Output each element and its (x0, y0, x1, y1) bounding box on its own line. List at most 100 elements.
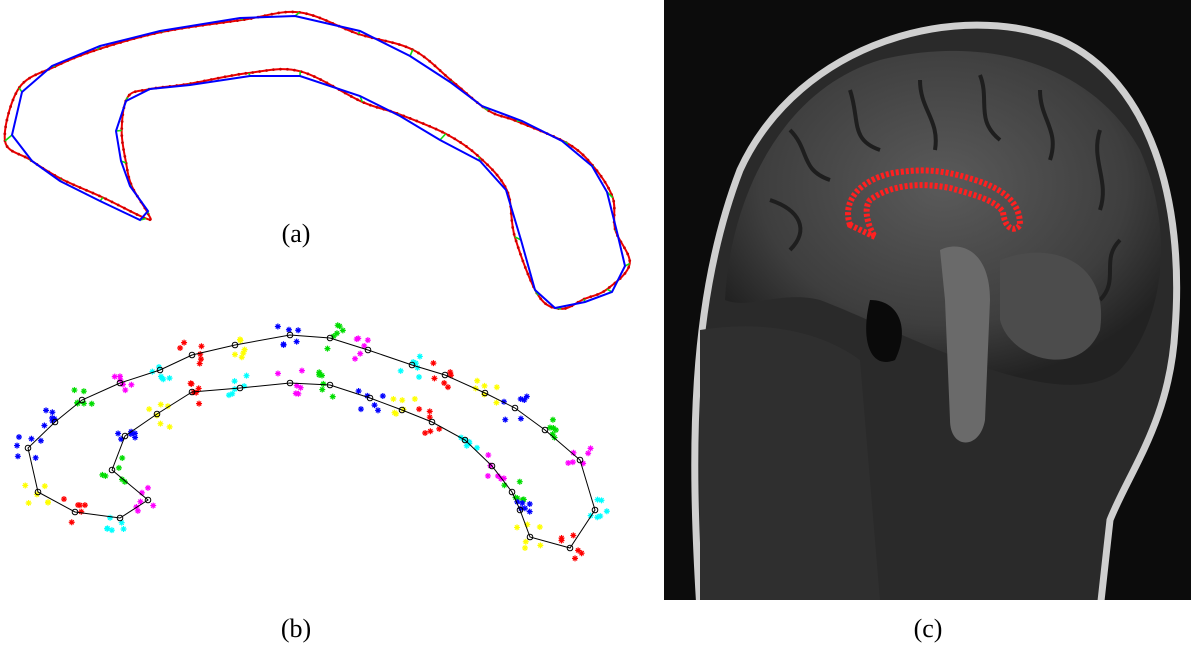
green-link (5, 135, 12, 141)
contour-dot (607, 187, 610, 190)
landmark-star (115, 431, 121, 437)
contour-dot (517, 246, 520, 249)
contour-dot (72, 183, 75, 186)
contour-dot (513, 233, 516, 236)
contour-dot (453, 137, 456, 140)
landmark-star (107, 515, 113, 521)
contour-dot (319, 78, 322, 81)
landmark-star (196, 401, 202, 407)
landmark-star (275, 371, 281, 377)
landmark-star (523, 539, 529, 545)
contour-dot (28, 77, 31, 80)
contour-dot (476, 154, 479, 157)
landmark-star (559, 535, 565, 541)
contour-dot (272, 68, 275, 71)
contour-dot (126, 169, 129, 172)
landmark-star (565, 460, 571, 466)
landmark-star (597, 513, 603, 519)
landmark-star (197, 361, 203, 367)
contour-dot (447, 134, 450, 137)
contour-dot (286, 68, 289, 71)
contour-dot (306, 72, 309, 75)
contour-dot (279, 68, 282, 71)
landmark-star (14, 443, 20, 449)
contour-dot (98, 194, 101, 197)
contour-dot (539, 297, 542, 300)
landmark-star (121, 526, 127, 532)
contour-dot (602, 290, 605, 293)
landmark-star (232, 378, 238, 384)
landmark-star (380, 393, 386, 399)
landmark-star (502, 417, 508, 423)
landmark-star (293, 390, 299, 396)
panel-label: (a) (282, 219, 311, 248)
landmark-star (518, 396, 524, 402)
contour-dot (120, 134, 123, 137)
contour-dot (405, 45, 408, 48)
contour-dot (14, 92, 17, 95)
contour-dot (121, 141, 124, 144)
contour-dot (121, 120, 124, 123)
landmark-star (416, 374, 422, 380)
contour-dot (312, 14, 315, 17)
contour-dot (117, 204, 120, 207)
contour-dot (571, 145, 574, 148)
contour-dot (624, 272, 627, 275)
landmark-star (42, 483, 48, 489)
landmark-star (575, 547, 581, 553)
landmark-star (572, 555, 578, 561)
landmark-star (128, 382, 134, 388)
contour-dot (511, 226, 514, 229)
contour-dot (493, 113, 496, 116)
landmark-star (150, 503, 156, 509)
landmark-star (49, 409, 55, 415)
landmark-star (474, 378, 480, 384)
contour-dot (251, 71, 254, 74)
contour-dot (136, 213, 139, 216)
contour-dot (11, 150, 14, 153)
contour-dot (85, 189, 88, 192)
landmark-star (15, 453, 21, 459)
landmark-star (122, 387, 128, 393)
contour-dot (351, 30, 354, 33)
contour-dot (465, 145, 468, 148)
landmark-star (71, 387, 77, 393)
landmark-star (244, 373, 250, 379)
landmark-star (398, 368, 404, 374)
contour-dot (376, 106, 379, 109)
landmark-star (524, 393, 530, 399)
landmark-star (119, 455, 125, 461)
contour-dot (496, 174, 499, 177)
landmark-star (604, 508, 610, 514)
contour-dot (293, 69, 296, 72)
landmark-star (158, 402, 164, 408)
landmark-star (485, 452, 491, 458)
contour-dot (439, 69, 442, 72)
landmark-star (146, 406, 152, 412)
landmark-star (232, 352, 238, 358)
contour-dot (524, 266, 527, 269)
landmark-star (399, 397, 405, 403)
contour-dot (3, 133, 6, 136)
landmark-star (514, 524, 520, 530)
landmark-star (358, 406, 364, 412)
contour-dot (277, 12, 280, 15)
contour-dot (481, 159, 484, 162)
panel-label: (b) (281, 614, 311, 643)
contour-dot (236, 19, 239, 22)
contour-dot (24, 156, 27, 159)
contour-dot (92, 192, 95, 195)
contour-dot (23, 81, 26, 84)
contour-dot (608, 286, 611, 289)
panel-label: (c) (914, 614, 943, 643)
landmark-star (188, 380, 194, 386)
contour-dot (434, 64, 437, 67)
contour-dot (428, 60, 431, 63)
landmark-star (145, 485, 151, 491)
landmark-star (33, 455, 39, 461)
contour-dot (258, 70, 261, 73)
landmark-star (365, 337, 371, 343)
contour-dot (589, 295, 592, 298)
green-link (440, 134, 446, 140)
landmark-star (340, 327, 346, 333)
